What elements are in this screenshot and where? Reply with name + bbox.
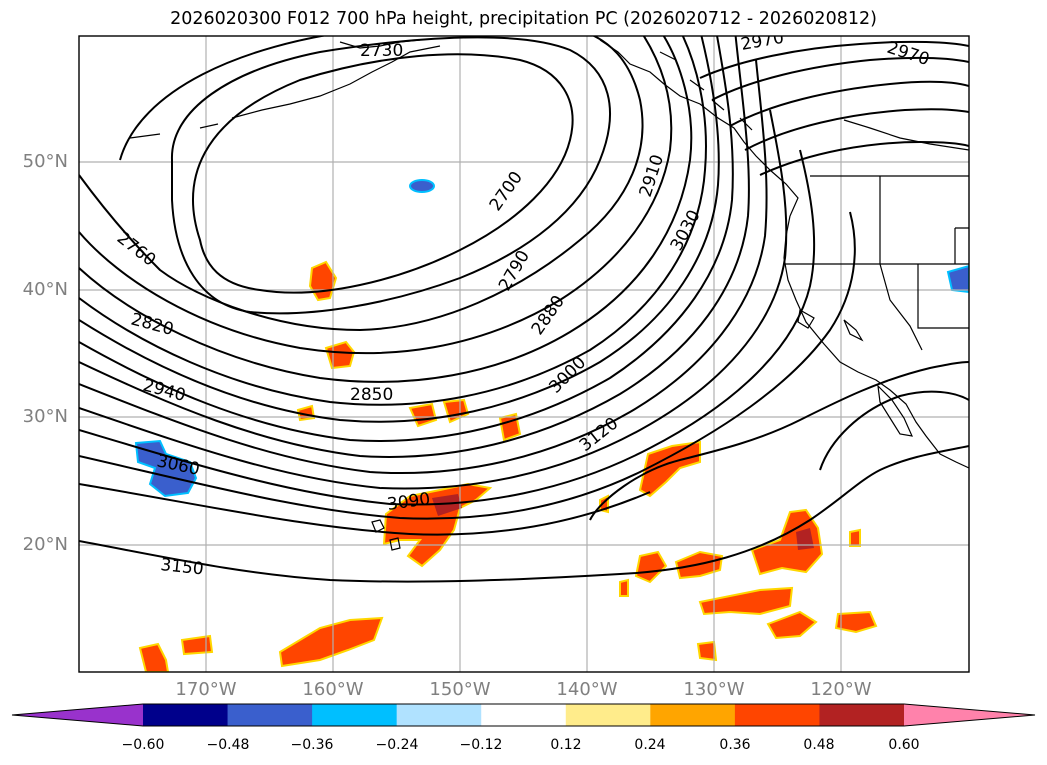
colorbar-cell (819, 704, 905, 726)
colorbar-tick: −0.48 (206, 737, 250, 753)
lon-label: 130°W (683, 679, 745, 700)
lon-label: 160°W (302, 679, 364, 700)
lat-label: 30°N (22, 406, 68, 427)
colorbar-tick: −0.36 (290, 737, 334, 753)
coastlines (129, 39, 969, 551)
colorbar-tick: 0.12 (550, 737, 582, 753)
colorbar-tick: −0.24 (375, 737, 419, 753)
negative-anomaly-blobs (134, 179, 969, 498)
colorbar-extend-right (904, 704, 1035, 726)
colorbar-cell (312, 704, 398, 726)
lon-label: 150°W (429, 679, 491, 700)
lon-label: 120°W (810, 679, 872, 700)
colorbar-cell (650, 704, 736, 726)
colorbar (11, 703, 1036, 727)
lat-label: 20°N (22, 534, 68, 555)
lat-label: 40°N (22, 279, 68, 300)
height-contours (79, 36, 969, 583)
colorbar-tick: 0.24 (634, 737, 666, 753)
contour-label: 2850 (350, 385, 393, 405)
lon-label: 170°W (175, 679, 237, 700)
lon-label: 140°W (556, 679, 618, 700)
colorbar-tick: −0.12 (459, 737, 503, 753)
contour-label: 3150 (159, 555, 204, 579)
colorbar-tick: 0.60 (888, 737, 920, 753)
colorbar-cells (143, 704, 905, 726)
colorbar-cell (227, 704, 313, 726)
colorbar-outline (11, 703, 1036, 727)
lat-label: 50°N (22, 151, 68, 172)
map-title: 2026020300 F012 700 hPa height, precipit… (170, 9, 877, 29)
colorbar-cell (396, 704, 482, 726)
colorbar-tick: 0.36 (719, 737, 751, 753)
plot-frame (78, 35, 970, 673)
colorbar-tick: 0.48 (803, 737, 835, 753)
colorbar-tick: −0.60 (121, 737, 165, 753)
colorbar-cell (481, 704, 567, 726)
colorbar-cell (734, 704, 820, 726)
contour-label: 2730 (360, 41, 403, 61)
colorbar-cell (143, 704, 229, 726)
colorbar-cell (565, 704, 651, 726)
colorbar-extend-left (12, 704, 143, 726)
